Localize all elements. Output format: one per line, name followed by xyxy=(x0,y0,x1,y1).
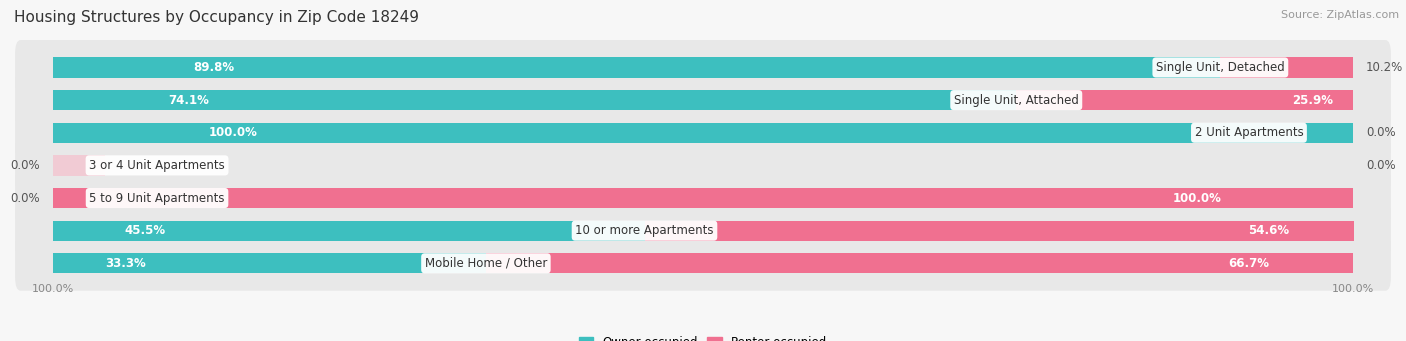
Text: 89.8%: 89.8% xyxy=(193,61,235,74)
FancyBboxPatch shape xyxy=(15,203,1391,258)
Text: Single Unit, Detached: Single Unit, Detached xyxy=(1156,61,1285,74)
Bar xyxy=(53,221,644,241)
Text: Source: ZipAtlas.com: Source: ZipAtlas.com xyxy=(1281,10,1399,20)
Bar xyxy=(53,155,105,176)
Text: 0.0%: 0.0% xyxy=(1367,126,1396,139)
FancyBboxPatch shape xyxy=(15,236,1391,291)
Text: 74.1%: 74.1% xyxy=(169,94,209,107)
Legend: Owner-occupied, Renter-occupied: Owner-occupied, Renter-occupied xyxy=(574,331,832,341)
Text: 2 Unit Apartments: 2 Unit Apartments xyxy=(1195,126,1303,139)
Bar xyxy=(53,90,1017,110)
FancyBboxPatch shape xyxy=(15,40,1391,95)
FancyBboxPatch shape xyxy=(15,138,1391,193)
Text: 3 or 4 Unit Apartments: 3 or 4 Unit Apartments xyxy=(89,159,225,172)
Text: Housing Structures by Occupancy in Zip Code 18249: Housing Structures by Occupancy in Zip C… xyxy=(14,10,419,25)
Bar xyxy=(486,253,1353,273)
Text: 5 to 9 Unit Apartments: 5 to 9 Unit Apartments xyxy=(90,192,225,205)
Bar xyxy=(53,188,86,208)
Text: 25.9%: 25.9% xyxy=(1292,94,1333,107)
Bar xyxy=(1220,57,1353,78)
Text: Single Unit, Attached: Single Unit, Attached xyxy=(953,94,1078,107)
Text: 0.0%: 0.0% xyxy=(1367,159,1396,172)
FancyBboxPatch shape xyxy=(15,105,1391,160)
Text: 100.0%: 100.0% xyxy=(1173,192,1222,205)
Bar xyxy=(53,253,486,273)
Bar xyxy=(644,221,1354,241)
Bar xyxy=(1017,90,1353,110)
FancyBboxPatch shape xyxy=(15,170,1391,225)
Text: 0.0%: 0.0% xyxy=(10,159,39,172)
Text: 100.0%: 100.0% xyxy=(209,126,257,139)
Bar xyxy=(53,123,1353,143)
Text: Mobile Home / Other: Mobile Home / Other xyxy=(425,257,547,270)
Text: 33.3%: 33.3% xyxy=(105,257,146,270)
Text: 10.2%: 10.2% xyxy=(1367,61,1403,74)
Text: 66.7%: 66.7% xyxy=(1229,257,1270,270)
Text: 10 or more Apartments: 10 or more Apartments xyxy=(575,224,714,237)
Text: 45.5%: 45.5% xyxy=(124,224,165,237)
FancyBboxPatch shape xyxy=(15,73,1391,128)
Text: 0.0%: 0.0% xyxy=(10,192,39,205)
Bar xyxy=(53,57,1220,78)
Text: 54.6%: 54.6% xyxy=(1249,224,1289,237)
Bar xyxy=(53,188,1353,208)
